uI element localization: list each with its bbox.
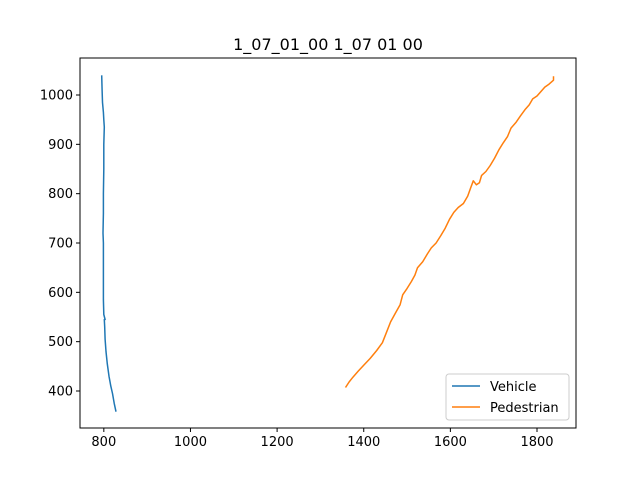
legend-label-vehicle: Vehicle (490, 380, 537, 395)
y-tick-label: 600 (48, 286, 73, 301)
ticks-layer: 800 1000 1200 1400 1600 1800 400 500 600 700 800 90… (40, 89, 554, 451)
x-tick-label: 1200 (261, 435, 294, 450)
series-line-pedestrian (344, 76, 555, 388)
y-tick-label: 500 (48, 335, 73, 350)
plot-layer (100, 75, 555, 412)
x-tick-label: 1000 (174, 435, 207, 450)
y-tick-label: 900 (48, 138, 73, 153)
chart-title: 1_07_01_00 1_07 01 00 (233, 35, 423, 55)
x-tick-label: 1400 (347, 435, 380, 450)
legend: Vehicle Pedestrian (445, 373, 570, 421)
y-tick-label: 1000 (40, 89, 73, 104)
series-line-vehicle (100, 75, 117, 412)
y-tick-label: 700 (48, 237, 73, 252)
legend-label-pedestrian: Pedestrian (490, 401, 559, 416)
x-tick-label: 1800 (520, 435, 553, 450)
y-tick-label: 400 (48, 385, 73, 400)
y-tick-label: 800 (48, 187, 73, 202)
x-tick-label: 800 (91, 435, 116, 450)
x-tick-label: 1600 (434, 435, 467, 450)
